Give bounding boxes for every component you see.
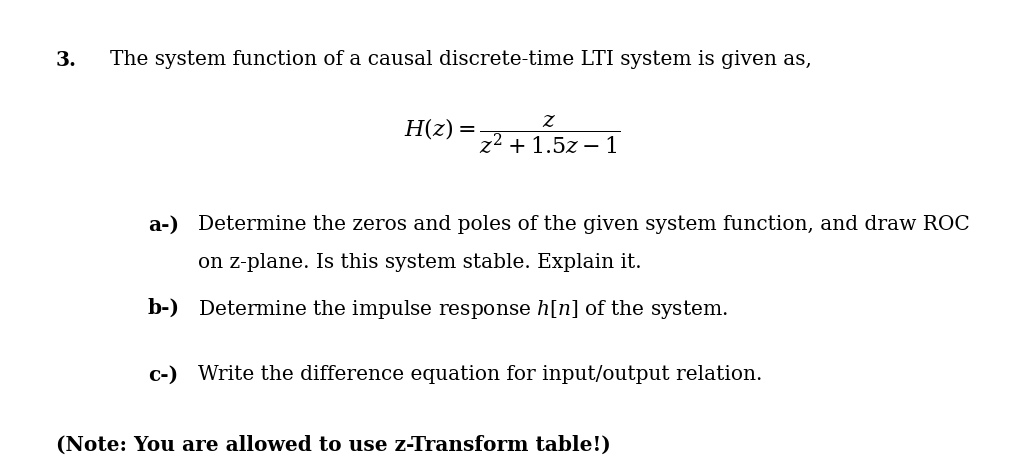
Text: a-): a-): [148, 215, 179, 235]
Text: Determine the zeros and poles of the given system function, and draw ROC: Determine the zeros and poles of the giv…: [198, 215, 970, 234]
Text: c-): c-): [148, 365, 178, 385]
Text: Determine the impulse response $h[n]$ of the system.: Determine the impulse response $h[n]$ of…: [198, 298, 728, 321]
Text: Write the difference equation for input/output relation.: Write the difference equation for input/…: [198, 365, 763, 384]
Text: (Note: You are allowed to use z-Transform table!): (Note: You are allowed to use z-Transfor…: [56, 435, 610, 455]
Text: b-): b-): [148, 298, 180, 318]
Text: on z-plane. Is this system stable. Explain it.: on z-plane. Is this system stable. Expla…: [198, 253, 642, 272]
Text: $H(z) = \dfrac{z}{z^{2} + 1.5z - 1}$: $H(z) = \dfrac{z}{z^{2} + 1.5z - 1}$: [403, 114, 621, 156]
Text: The system function of a causal discrete-time LTI system is given as,: The system function of a causal discrete…: [110, 50, 812, 69]
Text: 3.: 3.: [56, 50, 77, 70]
